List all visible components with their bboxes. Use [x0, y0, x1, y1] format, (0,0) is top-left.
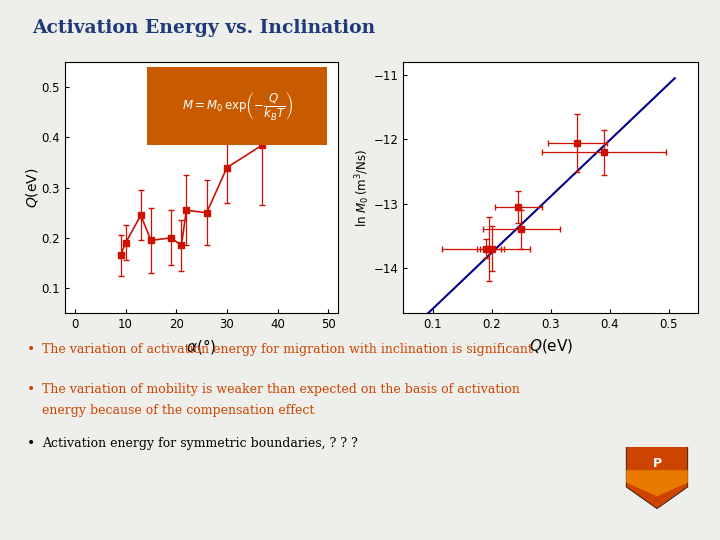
Text: Activation energy for symmetric boundaries, ? ? ?: Activation energy for symmetric boundari… — [42, 437, 358, 450]
Text: P: P — [652, 457, 662, 470]
Text: Activation Energy vs. Inclination: Activation Energy vs. Inclination — [32, 19, 376, 37]
Text: •: • — [27, 437, 35, 451]
Text: The variation of activation energy for migration with inclination is significant: The variation of activation energy for m… — [42, 343, 533, 356]
Text: •: • — [27, 383, 35, 397]
Y-axis label: $\ln\,M_0\,({\rm m^3/Ns})$: $\ln\,M_0\,({\rm m^3/Ns})$ — [354, 148, 372, 227]
X-axis label: $Q({\rm eV})$: $Q({\rm eV})$ — [528, 336, 573, 355]
Polygon shape — [626, 447, 688, 509]
Polygon shape — [626, 470, 688, 496]
X-axis label: $\alpha(°)$: $\alpha(°)$ — [186, 336, 217, 356]
Text: energy because of the compensation effect: energy because of the compensation effec… — [42, 404, 314, 417]
Text: •: • — [27, 343, 35, 357]
Text: The variation of mobility is weaker than expected on the basis of activation: The variation of mobility is weaker than… — [42, 383, 520, 396]
Y-axis label: $Q({\rm eV})$: $Q({\rm eV})$ — [24, 167, 40, 208]
